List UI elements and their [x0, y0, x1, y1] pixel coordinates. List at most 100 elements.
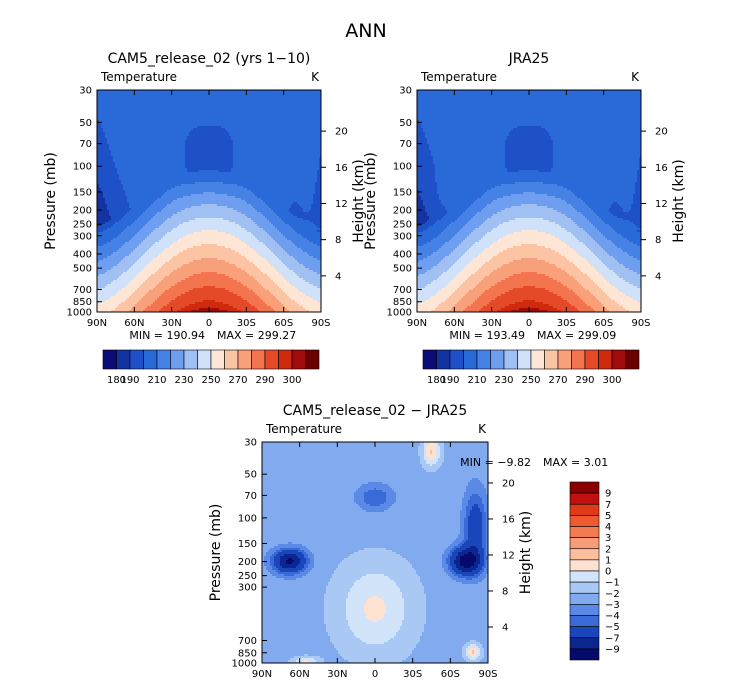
x-tick-label: 90N [252, 669, 272, 680]
right-axis-title: Height (km) [351, 159, 367, 242]
colorbar-swatch [569, 626, 600, 639]
y-tick-label: 1000 [67, 308, 92, 319]
colorbar-swatch [569, 481, 600, 494]
contour-field [262, 442, 488, 663]
colorbar-label: 210 [147, 375, 166, 386]
colorbar-swatch [224, 349, 239, 370]
x-tick-label: 0 [206, 318, 212, 329]
colorbar-label: 270 [228, 375, 247, 386]
x-tick-label: 90S [478, 669, 497, 680]
y-axis-title: Pressure (mb) [43, 152, 59, 250]
colorbar-label: 5 [605, 511, 611, 522]
height-tick-label: 12 [655, 199, 668, 210]
y-tick-label: 70 [244, 491, 257, 502]
colorbar-label: −9 [605, 644, 620, 655]
height-tick-label: 8 [655, 235, 661, 246]
x-tick-label: 30S [403, 669, 422, 680]
colorbar-swatch [264, 349, 279, 370]
colorbar-swatch [436, 349, 451, 370]
colorbar-label: 250 [201, 375, 220, 386]
colorbar-swatch [569, 526, 600, 538]
colorbar-swatch [569, 581, 600, 594]
colorbar-swatch [625, 349, 640, 370]
colorbar-label: 270 [548, 375, 567, 386]
figure-title: ANN [345, 20, 386, 42]
height-tick-label: 20 [335, 127, 348, 138]
colorbar-label: 2 [605, 544, 611, 555]
y-tick-label: 250 [238, 571, 257, 582]
height-tick-label: 20 [655, 127, 668, 138]
colorbar-swatch [116, 349, 131, 370]
units-label: K [311, 70, 320, 84]
colorbar-swatch [278, 349, 293, 370]
y-tick-label: 150 [238, 539, 257, 550]
colorbar-label: −1 [605, 578, 620, 589]
max-label: MAX = 3.01 [543, 456, 608, 469]
colorbar-swatch [449, 349, 464, 370]
y-tick-label: 150 [393, 187, 412, 198]
colorbar-swatch [569, 570, 600, 583]
colorbar-label: 290 [255, 375, 274, 386]
height-tick-label: 4 [502, 622, 508, 633]
colorbar-swatch [557, 349, 572, 370]
y-tick-label: 400 [73, 249, 92, 260]
y-tick-label: 30 [399, 86, 412, 97]
y-tick-label: 200 [73, 206, 92, 217]
colorbar-label: 3 [605, 533, 611, 544]
colorbar-swatch [197, 349, 212, 370]
y-tick-label: 100 [73, 162, 92, 173]
colorbar-label: −4 [605, 611, 620, 622]
colorbar-swatch [490, 349, 505, 370]
colorbar-swatch [569, 537, 600, 550]
colorbar-swatch [569, 604, 600, 616]
units-label: K [631, 70, 640, 84]
height-tick-label: 12 [502, 550, 515, 561]
x-tick-label: 0 [526, 318, 532, 329]
x-tick-label: 60S [274, 318, 293, 329]
variable-label: Temperature [265, 422, 342, 436]
panels: CAM5_release_02 (yrs 1−10)Temperature K90… [43, 51, 687, 680]
colorbar-label: 290 [575, 375, 594, 386]
colorbar-label: 210 [467, 375, 486, 386]
colorbar-swatch [544, 349, 559, 370]
colorbar-label: 300 [602, 375, 621, 386]
x-tick-label: 60S [441, 669, 460, 680]
contour-field [97, 90, 321, 312]
y-tick-label: 100 [393, 162, 412, 173]
colorbar-swatch [598, 349, 613, 370]
y-tick-label: 300 [238, 583, 257, 594]
x-tick-label: 60N [290, 669, 310, 680]
colorbar-swatch [571, 349, 586, 370]
colorbar-label: 190 [120, 375, 139, 386]
colorbar-swatch [422, 349, 437, 370]
colorbar-label: 190 [440, 375, 459, 386]
colorbar-swatch [569, 615, 600, 627]
min-label: MIN = 193.49 [449, 329, 525, 342]
height-tick-label: 20 [502, 478, 515, 489]
colorbar-swatch [569, 503, 600, 516]
y-axis-title: Pressure (mb) [208, 504, 224, 602]
height-tick-label: 16 [335, 163, 348, 174]
max-label: MAX = 299.27 [217, 329, 296, 342]
x-tick-label: 60N [444, 318, 464, 329]
x-tick-label: 30N [162, 318, 182, 329]
colorbar-swatch [210, 349, 225, 370]
y-tick-label: 150 [73, 187, 92, 198]
colorbar-swatch [183, 349, 198, 370]
height-tick-label: 8 [502, 586, 508, 597]
colorbar-swatch [237, 349, 252, 370]
colorbar-swatch [143, 349, 158, 370]
colorbar-swatch [569, 592, 600, 605]
y-tick-label: 250 [73, 220, 92, 231]
contour-field [417, 90, 641, 312]
colorbar-swatch [569, 637, 600, 650]
x-tick-label: 60N [124, 318, 144, 329]
min-label: MIN = 190.94 [129, 329, 205, 342]
colorbar-label: 4 [605, 522, 611, 533]
height-tick-label: 4 [335, 271, 341, 282]
height-tick-label: 16 [655, 163, 668, 174]
y-tick-label: 700 [393, 285, 412, 296]
